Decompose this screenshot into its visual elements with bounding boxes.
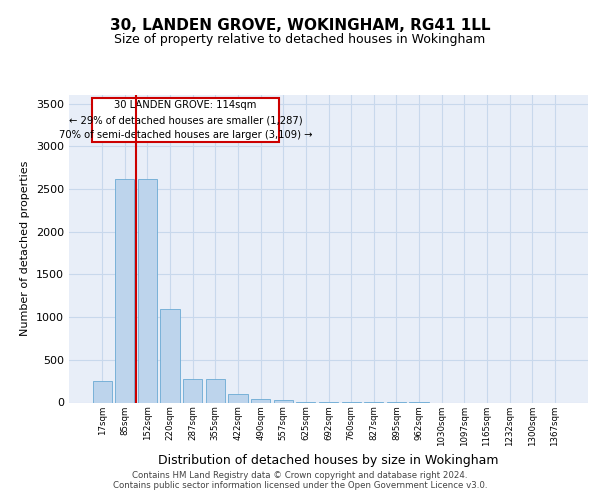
FancyBboxPatch shape [92,98,279,142]
X-axis label: Distribution of detached houses by size in Wokingham: Distribution of detached houses by size … [158,454,499,467]
Bar [92,380,112,402]
Y-axis label: Number of detached properties: Number of detached properties [20,161,31,336]
Bar [160,308,180,402]
Text: 30, LANDEN GROVE, WOKINGHAM, RG41 1LL: 30, LANDEN GROVE, WOKINGHAM, RG41 1LL [110,18,490,32]
Bar [229,394,248,402]
Text: 30 LANDEN GROVE: 114sqm
← 29% of detached houses are smaller (1,287)
70% of semi: 30 LANDEN GROVE: 114sqm ← 29% of detache… [59,100,312,140]
Text: Contains public sector information licensed under the Open Government Licence v3: Contains public sector information licen… [113,482,487,490]
Bar [274,400,293,402]
Bar [115,178,134,402]
Text: Size of property relative to detached houses in Wokingham: Size of property relative to detached ho… [115,32,485,46]
Bar [206,380,225,402]
Bar [251,398,270,402]
Text: Contains HM Land Registry data © Crown copyright and database right 2024.: Contains HM Land Registry data © Crown c… [132,472,468,480]
Bar [183,380,202,402]
Bar [138,178,157,402]
